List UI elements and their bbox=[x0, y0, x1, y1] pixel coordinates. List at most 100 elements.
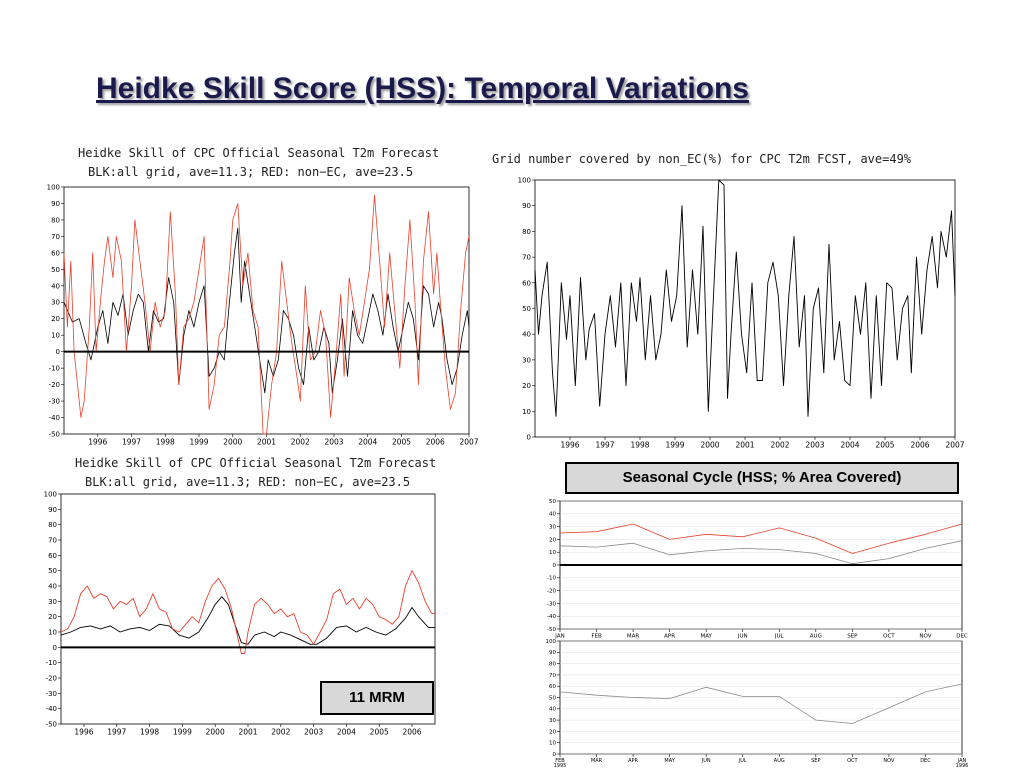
y-tick-label: 30 bbox=[549, 525, 556, 531]
x-tick-label: NOV bbox=[883, 758, 895, 764]
series-line-1 bbox=[559, 540, 963, 565]
series-line-1 bbox=[63, 194, 470, 435]
x-tick-label: 2004 bbox=[840, 441, 859, 450]
x-tick-label: 1997 bbox=[595, 441, 614, 450]
y-tick-label: -50 bbox=[49, 430, 60, 438]
x-tick-label: AUG bbox=[810, 634, 822, 640]
x-tick-label: 2005 bbox=[392, 438, 411, 447]
y-tick-label: 70 bbox=[549, 673, 556, 679]
y-tick-label: 20 bbox=[48, 613, 57, 621]
y-tick-label: 10 bbox=[549, 550, 556, 556]
y-tick-label: 70 bbox=[51, 233, 60, 241]
x-tick-label: JAN bbox=[554, 634, 564, 640]
y-tick-label: 40 bbox=[549, 707, 556, 713]
y-tick-label: 80 bbox=[51, 216, 60, 224]
x-tick-label: 2000 bbox=[223, 438, 242, 447]
y-tick-label: 40 bbox=[549, 512, 556, 518]
y-tick-label: 100 bbox=[44, 490, 57, 498]
x-tick-label: FEB bbox=[555, 758, 565, 764]
y-tick-label: -40 bbox=[49, 414, 60, 422]
x-tick-label: APR bbox=[628, 758, 638, 764]
y-tick-label: 50 bbox=[549, 695, 556, 701]
x-tick-label: JAN bbox=[957, 758, 967, 764]
y-tick-label: 60 bbox=[549, 684, 556, 690]
x-tick-label: 2006 bbox=[910, 441, 929, 450]
y-tick-label: -10 bbox=[547, 576, 556, 582]
y-tick-label: 0 bbox=[56, 348, 60, 356]
slide-title: Heidke Skill Score (HSS): Temporal Varia… bbox=[96, 72, 749, 105]
x-tick-label: 2004 bbox=[337, 728, 356, 737]
y-tick-label: 60 bbox=[48, 552, 57, 560]
x-tick-label: 2001 bbox=[735, 441, 754, 450]
y-tick-label: 80 bbox=[522, 228, 531, 236]
series-line-0 bbox=[534, 179, 956, 417]
y-tick-label: 40 bbox=[51, 282, 60, 290]
x-tick-label: 2002 bbox=[271, 728, 290, 737]
x-tick-label: MAR bbox=[591, 758, 603, 764]
x-tick-label: JUL bbox=[774, 634, 785, 640]
y-tick-label: 100 bbox=[546, 639, 557, 645]
x-tick-label: 1996 bbox=[956, 763, 969, 768]
chart3-title: Heidke Skill of CPC Official Seasonal T2… bbox=[75, 456, 437, 470]
series-line-0 bbox=[559, 683, 963, 724]
x-tick-label: JUN bbox=[701, 758, 711, 764]
y-tick-label: 10 bbox=[522, 408, 531, 416]
x-tick-label: 2007 bbox=[945, 441, 964, 450]
y-tick-label: 0 bbox=[553, 752, 557, 758]
y-tick-label: -40 bbox=[547, 614, 556, 620]
x-tick-label: AUG bbox=[774, 758, 785, 764]
x-tick-label: 2005 bbox=[875, 441, 894, 450]
y-tick-label: -20 bbox=[547, 589, 556, 595]
y-tick-label: -40 bbox=[46, 705, 57, 713]
y-tick-label: 90 bbox=[48, 506, 57, 514]
y-tick-label: 10 bbox=[48, 628, 57, 636]
x-tick-label: 2002 bbox=[291, 438, 310, 447]
y-tick-label: 30 bbox=[549, 718, 556, 724]
y-tick-label: 20 bbox=[549, 537, 556, 543]
chart-hss-11mrm: 1009080706050403020100-10-20-30-40-50199… bbox=[44, 490, 436, 737]
y-tick-label: 40 bbox=[522, 331, 531, 339]
y-tick-label: -10 bbox=[49, 365, 60, 373]
x-tick-label: 1996 bbox=[560, 441, 579, 450]
x-tick-label: 2000 bbox=[700, 441, 719, 450]
y-tick-label: -50 bbox=[46, 720, 57, 728]
y-tick-label: 0 bbox=[553, 563, 557, 569]
x-tick-label: 2002 bbox=[770, 441, 789, 450]
y-tick-label: 70 bbox=[522, 254, 531, 262]
x-tick-label: APR bbox=[664, 634, 675, 640]
x-tick-label: OCT bbox=[883, 634, 895, 640]
chart2-title: Grid number covered by non_EC(%) for CPC… bbox=[492, 152, 912, 166]
y-tick-label: 30 bbox=[51, 299, 60, 307]
y-tick-label: -30 bbox=[547, 601, 556, 607]
y-tick-label: 60 bbox=[522, 279, 531, 287]
x-tick-label: 2000 bbox=[206, 728, 225, 737]
y-tick-label: 40 bbox=[48, 582, 57, 590]
chart3-subtitle: BLK:all grid, ave=11.3; RED: non−EC, ave… bbox=[85, 475, 411, 489]
y-tick-label: 50 bbox=[48, 567, 57, 575]
x-tick-label: 2004 bbox=[358, 438, 377, 447]
x-tick-label: NOV bbox=[919, 634, 931, 640]
x-tick-label: FEB bbox=[591, 634, 602, 640]
mrm-label: 11 MRM bbox=[320, 681, 434, 715]
x-tick-label: 1997 bbox=[122, 438, 141, 447]
y-tick-label: 80 bbox=[48, 521, 57, 529]
y-tick-label: 20 bbox=[522, 382, 531, 390]
series-line-0 bbox=[63, 227, 470, 394]
y-tick-label: 70 bbox=[48, 536, 57, 544]
y-tick-label: -30 bbox=[49, 398, 60, 406]
y-tick-label: 60 bbox=[51, 249, 60, 257]
series-line-1 bbox=[60, 570, 435, 654]
x-tick-label: 1996 bbox=[74, 728, 93, 737]
x-tick-label: 2006 bbox=[402, 728, 421, 737]
y-tick-label: 90 bbox=[522, 202, 531, 210]
x-tick-label: 1999 bbox=[173, 728, 192, 737]
x-tick-label: OCT bbox=[847, 758, 858, 764]
y-tick-label: 30 bbox=[48, 598, 57, 606]
x-tick-label: SEP bbox=[847, 634, 858, 640]
x-tick-label: 2003 bbox=[805, 441, 824, 450]
x-tick-label: 2006 bbox=[426, 438, 445, 447]
chart1-subtitle: BLK:all grid, ave=11.3; RED: non−EC, ave… bbox=[88, 165, 414, 179]
y-tick-label: 100 bbox=[47, 183, 60, 191]
chart1-title: Heidke Skill of CPC Official Seasonal T2… bbox=[78, 146, 440, 160]
